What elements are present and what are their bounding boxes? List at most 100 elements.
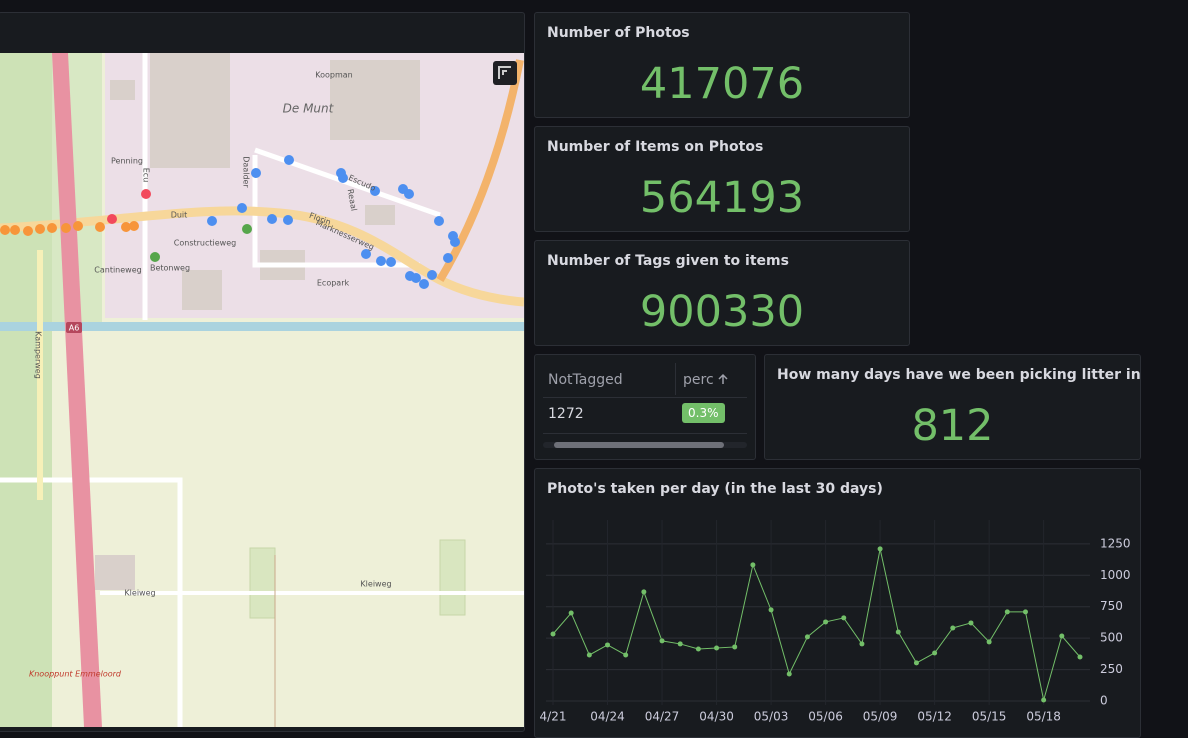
stat-value: 900330 (639, 287, 805, 337)
point (986, 639, 992, 645)
point (895, 629, 901, 635)
point (732, 644, 738, 650)
map-label: Duit (171, 211, 188, 220)
map-label: Knooppunt Emmeloord (29, 670, 122, 679)
header-text: perc (683, 372, 714, 388)
point (714, 645, 720, 651)
point (605, 642, 611, 648)
stat-value: 564193 (639, 173, 805, 223)
column-divider (675, 363, 676, 395)
orange-points (0, 221, 139, 236)
map: Koopman De Munt Penning Duit Constructieweg C… (0, 53, 524, 727)
point (950, 625, 956, 631)
x-tick-label: 4/21 (540, 710, 567, 724)
table-cell: 1272 (548, 406, 584, 422)
column-header[interactable]: perc (683, 372, 728, 388)
line (552, 548, 1081, 701)
point (768, 607, 774, 613)
green-point (242, 224, 252, 234)
expand-icon (498, 66, 511, 79)
x-tick-label: 05/03 (754, 710, 789, 724)
point (1059, 633, 1065, 639)
y-tick-label: 1000 (1100, 568, 1131, 582)
map-label: Daalder (242, 156, 251, 188)
point (586, 652, 592, 658)
table-cell: 0.3% (682, 403, 725, 423)
point (913, 660, 919, 666)
point (695, 646, 701, 652)
map-label: Kleiweg (360, 580, 391, 589)
map-label: Koopman (315, 71, 352, 80)
x-tick-label: 05/06 (808, 710, 843, 724)
stat-panel: How many days have we been picking litte… (764, 354, 1141, 460)
point (568, 610, 574, 616)
map-label: Penning (111, 157, 143, 166)
y-tick-label: 250 (1100, 662, 1123, 676)
map-layer: Koopman De Munt Penning Duit Constructieweg C… (0, 53, 524, 727)
x-tick-label: 05/09 (863, 710, 898, 724)
point (623, 652, 629, 658)
stat-value: 812 (911, 401, 994, 451)
stat-panel: Number of Photos 417076 (534, 12, 910, 118)
point (841, 615, 847, 621)
map-label: Ecopark (317, 279, 350, 288)
red-point (107, 214, 117, 224)
point (1022, 609, 1028, 615)
row-divider (543, 433, 747, 434)
stat-title: Number of Tags given to items (547, 253, 789, 269)
green-point (150, 252, 160, 262)
stat-panel: Number of Tags given to items 900330 (534, 240, 910, 346)
chart-title: Photo's taken per day (in the last 30 da… (547, 481, 883, 497)
stat-title: Number of Items on Photos (547, 139, 764, 155)
x-tick-label: 04/30 (699, 710, 734, 724)
sort-icon (718, 373, 728, 384)
map-label: Cantineweg (94, 266, 141, 275)
stat-panel: Number of Items on Photos 564193 (534, 126, 910, 232)
point (932, 650, 938, 656)
y-tick-label: 0 (1100, 694, 1108, 708)
scrollbar[interactable] (543, 442, 747, 448)
map-label: Betonweg (150, 264, 190, 273)
point (804, 634, 810, 640)
red-point (141, 189, 151, 199)
point (1004, 609, 1010, 615)
point (968, 620, 974, 626)
point (786, 671, 792, 677)
blue-points (207, 155, 460, 289)
stat-value: 417076 (639, 59, 805, 109)
point (659, 638, 665, 644)
scrollbar-thumb[interactable] (554, 442, 724, 448)
point (550, 631, 556, 637)
stat-title: How many days have we been picking litte… (777, 367, 1141, 383)
table-panel: NotTagged perc 1272 0.3% (534, 354, 756, 460)
map-label: Constructieweg (174, 239, 236, 248)
map-label: Ecu (142, 168, 151, 183)
chart-panel: Photo's taken per day (in the last 30 da… (534, 468, 1141, 738)
x-tick-label: 04/27 (645, 710, 680, 724)
map-label: A6 (69, 324, 80, 333)
map-label: De Munt (283, 102, 335, 116)
point (1077, 654, 1083, 660)
point (641, 589, 647, 595)
column-header[interactable]: NotTagged (548, 372, 623, 388)
y-tick-label: 1250 (1100, 536, 1131, 550)
row-divider (543, 397, 747, 398)
x-tick-label: 04/24 (590, 710, 625, 724)
x-tick-label: 05/12 (917, 710, 952, 724)
point (677, 641, 683, 647)
x-tick-label: 05/18 (1026, 710, 1061, 724)
point (859, 641, 865, 647)
y-tick-label: 500 (1100, 631, 1123, 645)
point (877, 546, 883, 552)
map-label: Kleiweg (124, 589, 155, 598)
point (1041, 697, 1047, 703)
map-label: Kamperweg (34, 331, 43, 379)
point (750, 562, 756, 568)
y-tick-label: 750 (1100, 599, 1123, 613)
stat-title: Number of Photos (547, 25, 690, 41)
x-tick-label: 05/15 (972, 710, 1007, 724)
point (823, 619, 829, 625)
map-label: Reaal (346, 188, 359, 211)
